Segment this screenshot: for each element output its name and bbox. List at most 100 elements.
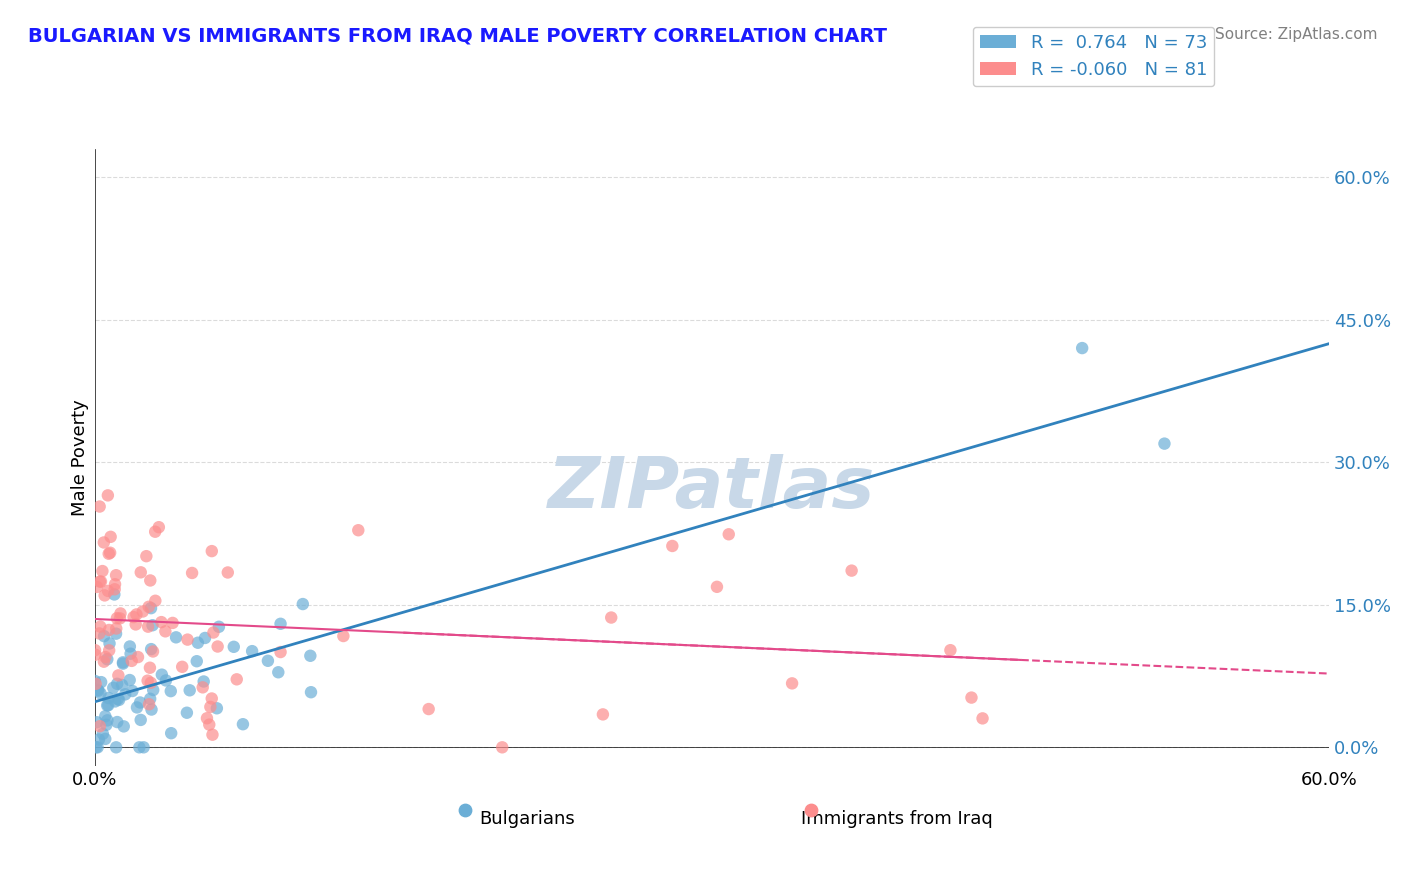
Point [270,616,292,631]
Point [84,643,107,657]
Point [125,700,148,714]
Point [93,535,115,549]
Point [98,623,121,637]
Point [110,607,132,621]
Point [194,631,217,645]
Point [972,711,994,725]
Point [141,702,163,716]
Point [87,732,110,747]
Point [143,594,166,608]
Point [176,706,198,720]
Point [103,681,125,695]
Point [347,523,370,537]
Point [139,642,162,657]
Point [780,676,803,690]
Point [84,648,107,662]
Point [195,711,218,725]
Point [201,728,224,742]
Point [100,530,122,544]
Point [155,624,177,639]
Point [172,660,194,674]
Point [84,677,107,691]
Point [155,673,177,688]
Point [141,618,163,632]
Point [240,644,263,658]
Point [700,806,723,821]
Point [717,527,740,541]
Point [112,719,135,733]
Text: BULGARIAN VS IMMIGRANTS FROM IRAQ MALE POVERTY CORRELATION CHART: BULGARIAN VS IMMIGRANTS FROM IRAQ MALE P… [28,27,887,45]
Point [270,645,292,659]
Point [1153,436,1175,450]
Point [91,727,114,741]
Point [960,690,983,705]
Text: Bulgarians: Bulgarians [479,810,575,828]
Point [97,691,120,706]
Point [142,644,165,658]
Point [148,520,170,534]
Y-axis label: Male Poverty: Male Poverty [72,399,89,516]
Point [129,713,152,727]
Point [222,640,245,654]
Point [97,547,120,561]
Point [142,683,165,698]
Point [201,691,224,706]
Point [257,654,280,668]
Point [217,566,239,580]
Point [97,583,120,598]
Point [105,677,128,691]
Point [125,617,148,632]
Point [87,683,110,698]
Point [706,580,728,594]
Point [107,692,129,706]
Point [128,740,150,755]
Point [191,681,214,695]
Point [187,636,209,650]
Point [87,682,110,697]
Point [418,702,440,716]
Point [841,564,863,578]
Point [89,620,111,634]
Point [96,698,118,713]
Point [160,726,183,740]
Point [120,647,142,661]
Legend: R =  0.764   N = 73, R = -0.060   N = 81: R = 0.764 N = 73, R = -0.060 N = 81 [973,27,1215,87]
Point [89,686,111,700]
Point [93,589,115,603]
Point [661,539,683,553]
Point [139,574,162,588]
Point [93,655,115,669]
Point [143,524,166,539]
Point [136,620,159,634]
Point [138,698,160,712]
Point [139,661,162,675]
Point [267,665,290,680]
Point [179,683,201,698]
Point [201,544,224,558]
Point [125,607,148,622]
Point [129,696,152,710]
Point [162,615,184,630]
Point [122,610,145,624]
Point [200,699,222,714]
Point [104,694,127,708]
Point [592,707,614,722]
Point [111,678,134,692]
Point [135,549,157,564]
Point [129,566,152,580]
Point [93,629,115,643]
Point [181,566,204,580]
Point [491,740,513,755]
Point [103,587,125,601]
Point [107,668,129,682]
Point [1071,341,1094,355]
Point [105,622,128,636]
Point [94,650,117,665]
Point [193,674,215,689]
Point [139,691,162,706]
Point [138,599,160,614]
Point [121,684,143,698]
Point [132,605,155,619]
Point [98,546,121,560]
Point [136,673,159,688]
